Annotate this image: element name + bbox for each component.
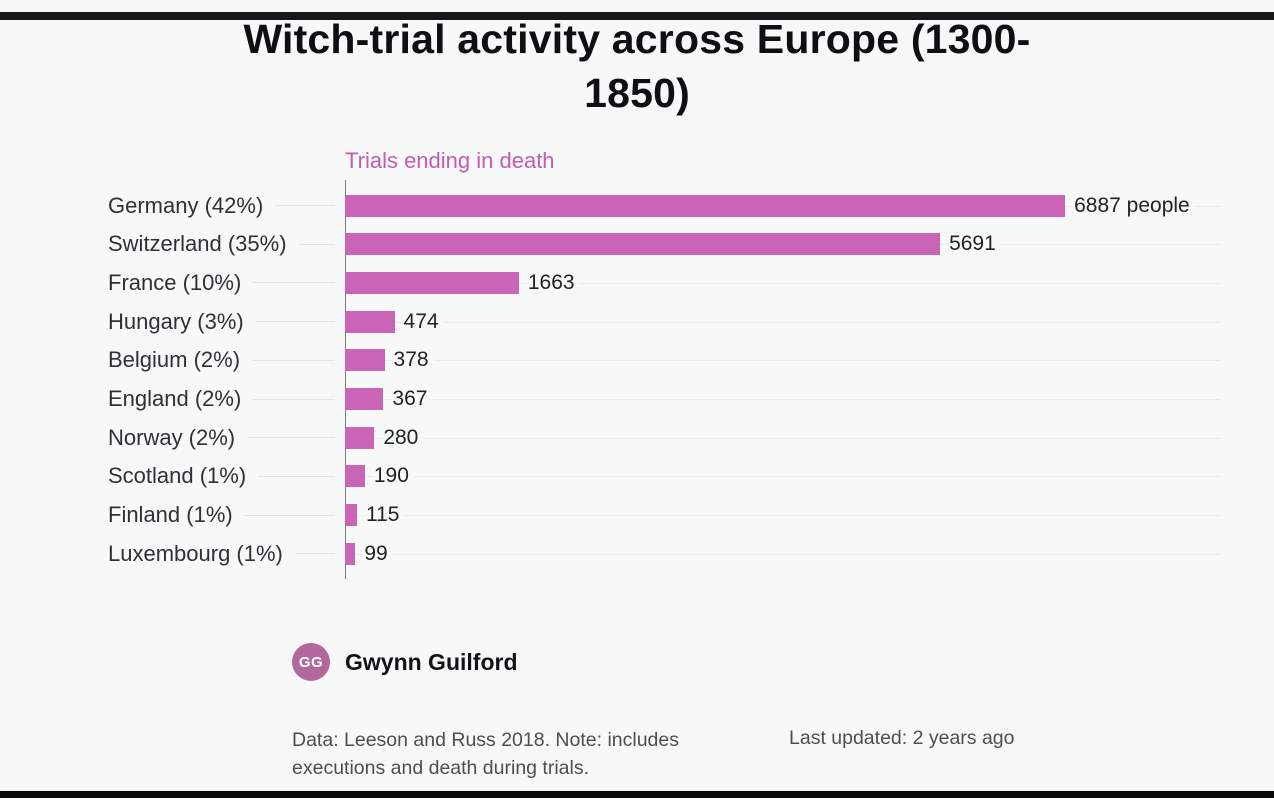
row-gridline <box>345 360 1220 362</box>
chart-row: Finland (1%) 115 <box>108 496 1220 535</box>
category-label-text: Switzerland (35%) <box>108 231 287 257</box>
value-label: 190 <box>373 463 414 490</box>
series-label: Trials ending in death <box>345 148 555 174</box>
window-bottom-edge <box>0 791 1274 798</box>
leader-line <box>294 553 335 555</box>
bar-track: 474 <box>345 302 1220 341</box>
bar <box>345 233 941 256</box>
category-label-text: Luxembourg (1%) <box>108 540 283 566</box>
category-label: Switzerland (35%) <box>108 231 345 257</box>
leader-line <box>252 359 335 361</box>
chart-rows: Germany (42%) 6887 people Switzerland (35%… <box>108 180 1220 580</box>
category-label-text: Norway (2%) <box>108 424 236 450</box>
chart-row: Germany (42%) 6887 people <box>108 186 1220 225</box>
chart-title-line2: 1850) <box>584 70 690 117</box>
chart-row: Belgium (2%) 378 <box>108 341 1220 380</box>
chart-row: England (2%) 367 <box>108 380 1220 419</box>
row-gridline <box>345 476 1220 478</box>
bar-track: 115 <box>345 496 1220 535</box>
value-label: 367 <box>392 386 433 412</box>
category-label-text: Finland (1%) <box>108 502 233 528</box>
bar-track: 99 <box>345 534 1220 573</box>
bar-track: 367 <box>345 380 1220 419</box>
bar <box>345 271 519 294</box>
category-label: Luxembourg (1%) <box>108 541 345 567</box>
bar <box>345 310 395 333</box>
leader-line <box>298 243 335 245</box>
row-gridline <box>345 282 1220 284</box>
row-gridline <box>345 321 1220 323</box>
chart-footer: Data: Leeson and Russ 2018. Note: includ… <box>292 727 1274 782</box>
row-gridline <box>345 437 1220 439</box>
bar-track: 280 <box>345 418 1220 457</box>
value-label: 280 <box>383 424 424 451</box>
category-label-text: Germany (42%) <box>108 192 264 218</box>
chart-row: Luxembourg (1%) 99 <box>108 534 1220 573</box>
leader-line <box>244 514 335 516</box>
row-gridline <box>345 553 1220 555</box>
category-label: Germany (42%) <box>108 193 345 219</box>
category-label: Belgium (2%) <box>108 347 345 373</box>
author-name: Gwynn Guilford <box>345 648 518 675</box>
row-gridline <box>345 515 1220 517</box>
bar <box>345 349 385 372</box>
bar-track: 190 <box>345 457 1220 496</box>
chart-row: Hungary (3%) 474 <box>108 302 1220 341</box>
value-label: 6887 people <box>1074 192 1195 219</box>
category-label-text: Scotland (1%) <box>108 463 247 489</box>
last-updated: Last updated: 2 years ago <box>789 727 1015 750</box>
value-label: 474 <box>403 308 444 335</box>
row-gridline <box>345 399 1220 400</box>
category-label: England (2%) <box>108 386 345 412</box>
value-label: 115 <box>365 502 405 529</box>
chart-title: Witch-trial activity across Europe (1300… <box>60 12 1214 120</box>
bar <box>345 504 357 527</box>
category-label-text: Hungary (3%) <box>108 308 244 334</box>
bar-chart: Trials ending in death Germany (42%) 6887… <box>0 148 1274 580</box>
value-label: 99 <box>364 540 393 567</box>
category-label: France (10%) <box>108 270 345 296</box>
bar-track: 6887 people <box>345 186 1220 225</box>
bar <box>345 194 1066 217</box>
category-label: Finland (1%) <box>108 502 345 528</box>
category-label-text: Belgium (2%) <box>108 347 241 373</box>
leader-line <box>258 475 335 477</box>
leader-line <box>253 398 335 400</box>
chart-row: France (10%) 1663 <box>108 264 1220 303</box>
category-label: Norway (2%) <box>108 425 345 451</box>
bar <box>345 388 384 410</box>
leader-line <box>275 205 335 207</box>
leader-line <box>247 437 335 439</box>
leader-line <box>255 321 335 323</box>
axis-line <box>345 180 346 580</box>
value-label: 378 <box>393 347 434 374</box>
author-byline: GG Gwynn Guilford <box>292 643 1274 682</box>
chart-title-line1: Witch-trial activity across Europe (1300… <box>243 16 1031 62</box>
category-label: Scotland (1%) <box>108 463 345 489</box>
chart-row: Norway (2%) 280 <box>108 418 1220 457</box>
bar-track: 1663 <box>345 264 1220 303</box>
author-avatar: GG <box>292 643 330 682</box>
leader-line <box>253 282 335 284</box>
window-top-edge <box>0 12 1274 20</box>
bar-track: 5691 <box>345 225 1220 264</box>
value-label: 1663 <box>527 269 580 296</box>
category-label: Hungary (3%) <box>108 309 345 335</box>
bar <box>345 465 365 488</box>
data-source-note: Data: Leeson and Russ 2018. Note: includ… <box>292 729 680 779</box>
bar <box>345 426 375 449</box>
chart-card: Witch-trial activity across Europe (1300… <box>0 12 1274 782</box>
chart-row: Switzerland (35%) 5691 <box>108 225 1220 264</box>
category-label-text: France (10%) <box>108 269 242 295</box>
value-label: 5691 <box>949 231 1001 258</box>
bar-track: 378 <box>345 341 1220 380</box>
bar <box>345 542 356 565</box>
category-label-text: England (2%) <box>108 386 242 411</box>
chart-row: Scotland (1%) 190 <box>108 457 1220 496</box>
